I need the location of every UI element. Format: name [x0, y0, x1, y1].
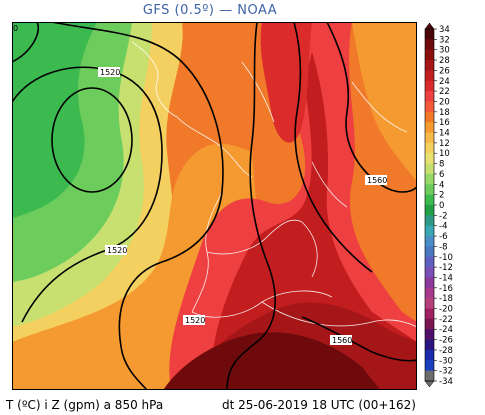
colorbar-swatch — [425, 267, 434, 278]
colorbar-swatch — [425, 49, 434, 61]
colorbar-tick-label: -8 — [439, 242, 447, 252]
isohypse-label: 1520 — [185, 316, 205, 325]
colorbar-tick-label: 12 — [439, 139, 450, 149]
colorbar-swatch — [425, 225, 434, 237]
colorbar-swatch — [425, 298, 434, 309]
colorbar-tick-label: 8 — [439, 160, 444, 170]
colorbar-tick-label: 2 — [439, 191, 444, 201]
colorbar-tick-label: -34 — [439, 377, 453, 387]
isohypse-contours — [12, 22, 417, 390]
temp-band-hotter-iberia — [211, 52, 417, 390]
colorbar-swatch — [425, 91, 434, 102]
colorbar-swatch — [425, 101, 434, 113]
colorbar-tick-label: 20 — [439, 97, 450, 107]
colorbar-tick-label: -24 — [439, 325, 453, 335]
colorbar-swatch — [425, 29, 434, 40]
colorbar-tick-label: -12 — [439, 263, 453, 273]
colorbar-swatch — [425, 329, 434, 340]
colorbar-tick-label: -22 — [439, 315, 453, 325]
colorbar-tick-label: 22 — [439, 87, 450, 97]
colorbar-tick-label: -28 — [439, 346, 453, 356]
colorbar-swatch — [425, 256, 434, 268]
colorbar-swatch — [425, 184, 434, 195]
colorbar-swatch — [425, 308, 434, 320]
colorbar-tick-label: 16 — [439, 118, 450, 128]
colorbar-tick-label: -14 — [439, 273, 453, 283]
colorbar-swatch — [425, 132, 434, 144]
isohypse-label: 1520 — [100, 68, 120, 77]
colorbar-swatch — [425, 277, 434, 289]
colorbar-tick-label: 14 — [439, 129, 450, 139]
footer-variables: T (ºC) i Z (gpm) a 850 hPa — [6, 398, 164, 412]
colorbar-swatch — [425, 80, 434, 92]
colorbar-tick-label: -6 — [439, 232, 447, 242]
colorbar-tick-label: 0 — [439, 201, 444, 211]
colorbar-swatch — [425, 205, 434, 216]
footer-valid-time: dt 25-06-2019 18 UTC (00+162) — [222, 398, 416, 412]
colorbar-swatch — [425, 60, 434, 71]
isohypse-label: 1520 — [107, 246, 127, 255]
colorbar-min-arrow — [424, 380, 435, 388]
isohypse-label: 1560 — [367, 176, 387, 185]
temp-band-mild-east — [352, 22, 417, 182]
colorbar-tick-label: -26 — [439, 336, 453, 346]
colorbar-tick-label: 6 — [439, 170, 444, 180]
colorbar-swatch — [425, 111, 434, 123]
colorbar-tick-label: 24 — [439, 77, 450, 87]
colorbar-tick-label: -32 — [439, 367, 453, 377]
colorbar-swatch — [425, 215, 434, 226]
colorbar-tick-label: 34 — [439, 25, 450, 35]
colorbar-swatch — [425, 349, 434, 361]
colorbar-swatch — [425, 339, 434, 351]
colorbar-swatch — [425, 370, 434, 382]
colorbar-tick-label: 10 — [439, 149, 450, 159]
coastlines — [131, 41, 417, 328]
colorbar-tick-label: 26 — [439, 66, 450, 76]
colorbar-swatch — [425, 153, 434, 164]
temp-band-extreme-south — [163, 332, 381, 390]
colorbar-swatch — [425, 70, 434, 82]
colorbar-swatch — [425, 287, 434, 299]
page-title: GFS (0.5º) — NOAA — [142, 3, 278, 18]
colorbar-swatch — [425, 360, 434, 371]
corner-label: 0 — [13, 24, 19, 33]
colorbar-swatch — [425, 122, 434, 133]
colorbar-swatch — [425, 173, 434, 185]
temperature-colorbar: 3432302826242220181614121086420-2-4-6-8-… — [424, 23, 453, 388]
colorbar-tick-label: 18 — [439, 108, 450, 118]
colorbar-tick-label: -4 — [439, 222, 447, 232]
colorbar-tick-label: -18 — [439, 294, 453, 304]
colorbar-tick-label: 32 — [439, 35, 450, 45]
colorbar-swatch — [425, 142, 434, 154]
colorbar-tick-label: -10 — [439, 253, 453, 263]
colorbar-tick-label: -16 — [439, 284, 453, 294]
colorbar-swatch — [425, 39, 434, 50]
colorbar-swatch — [425, 246, 434, 258]
isohypse-label: 1560 — [332, 336, 352, 345]
colorbar-tick-label: -2 — [439, 211, 447, 221]
temperature-map: 1520 1520 1520 1560 1560 — [12, 22, 417, 390]
colorbar-tick-label: -30 — [439, 356, 453, 366]
colorbar-tick-label: 28 — [439, 56, 450, 66]
colorbar-max-arrow — [424, 23, 435, 30]
colorbar-swatch — [425, 236, 434, 247]
colorbar-tick-label: 4 — [439, 180, 444, 190]
colorbar-tick-label: 30 — [439, 46, 450, 56]
colorbar-swatch — [425, 163, 434, 175]
colorbar-swatch — [425, 318, 434, 330]
isohypse-labels: 1520 1520 1520 1560 1560 — [98, 67, 387, 345]
colorbar-tick-label: -20 — [439, 305, 453, 315]
colorbar-swatch — [425, 194, 434, 206]
